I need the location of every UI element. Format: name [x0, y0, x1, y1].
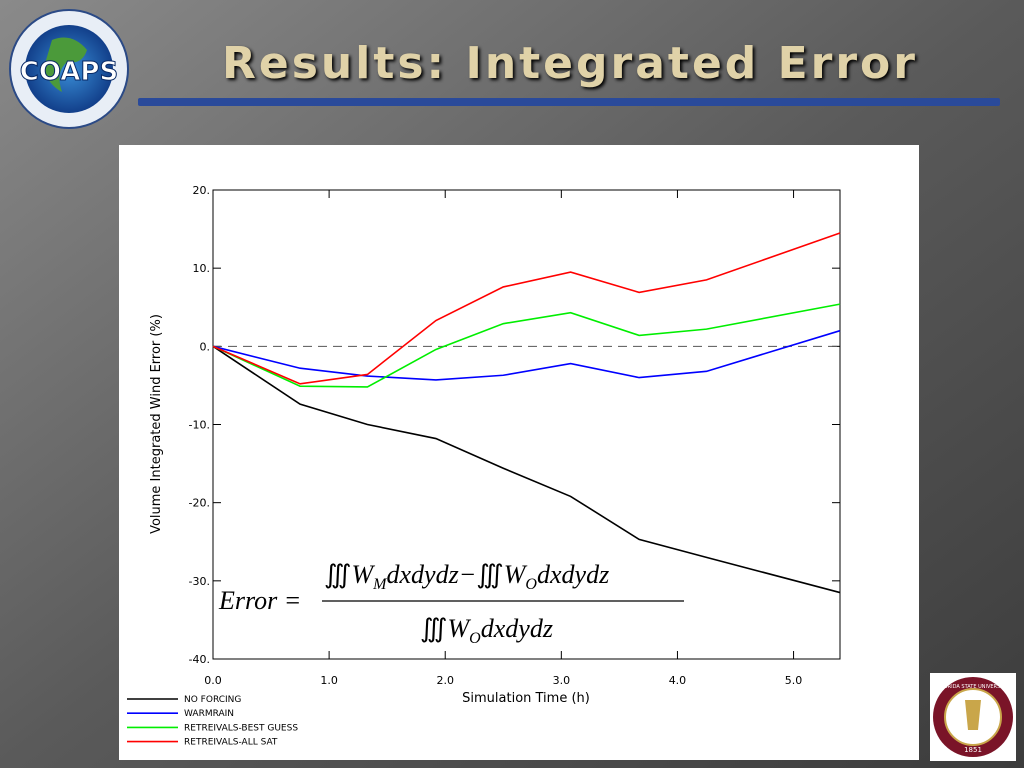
x-axis-label: Simulation Time (h) — [462, 691, 590, 706]
legend-label: RETREIVALS-BEST GUESS — [184, 723, 298, 733]
x-tick-label: 4.0 — [669, 674, 687, 687]
x-tick-label: 5.0 — [785, 674, 803, 687]
y-tick-label: 10. — [193, 262, 211, 275]
x-tick-label: 2.0 — [436, 674, 454, 687]
formula-part: dxdydz — [481, 614, 553, 643]
logo-globe — [25, 25, 113, 113]
formula-part: W — [448, 614, 472, 643]
legend-label: NO FORCING — [184, 695, 241, 705]
x-tick-label: 0.0 — [204, 674, 222, 687]
series-line — [212, 232, 841, 385]
logo-land — [44, 37, 87, 92]
x-tick-label: 3.0 — [553, 674, 571, 687]
formula-denominator: ∭WOdxdydz — [420, 614, 553, 647]
formula-part: − — [459, 560, 477, 589]
y-tick-label: 20. — [193, 184, 211, 197]
formula-lhs: Error = — [218, 586, 301, 615]
y-tick-label: -30. — [189, 575, 210, 588]
series-line — [212, 303, 841, 388]
title-bar — [138, 98, 1000, 106]
y-axis-label: Volume Integrated Wind Error (%) — [149, 314, 164, 534]
formula-part: O — [469, 630, 481, 647]
formula-numerator: ∭WMdxdydz−∭WOdxdydz — [324, 560, 609, 593]
x-tick-label: 1.0 — [320, 674, 338, 687]
chart-panel — [119, 145, 919, 760]
formula-part: O — [525, 576, 537, 593]
legend-label: WARMRAIN — [184, 709, 234, 719]
logo-text: COAPS — [20, 57, 118, 87]
formula-part: dxdydz — [387, 560, 459, 589]
y-tick-label: -10. — [189, 419, 210, 432]
formula-part: dxdydz — [537, 560, 609, 589]
y-tick-label: -20. — [189, 497, 210, 510]
formula-part: W — [352, 560, 376, 589]
formula-part: ∭ — [324, 560, 352, 589]
y-tick-label: -40. — [189, 653, 210, 666]
series-line — [212, 345, 841, 594]
slide-title: Results: Integrated Error — [222, 38, 918, 89]
formula-part: W — [504, 560, 528, 589]
seal-text: FLORIDA STATE UNIVERSITY — [938, 684, 1008, 690]
seal-year: 1851 — [964, 746, 982, 754]
seal-torch — [965, 700, 981, 730]
formula-part: M — [372, 576, 388, 593]
formula-part: ∭ — [420, 614, 448, 643]
series-line — [212, 329, 841, 381]
legend-label: RETREIVALS-ALL SAT — [184, 738, 278, 748]
formula-part: ∭ — [476, 560, 504, 589]
y-tick-label: 0. — [200, 340, 211, 353]
